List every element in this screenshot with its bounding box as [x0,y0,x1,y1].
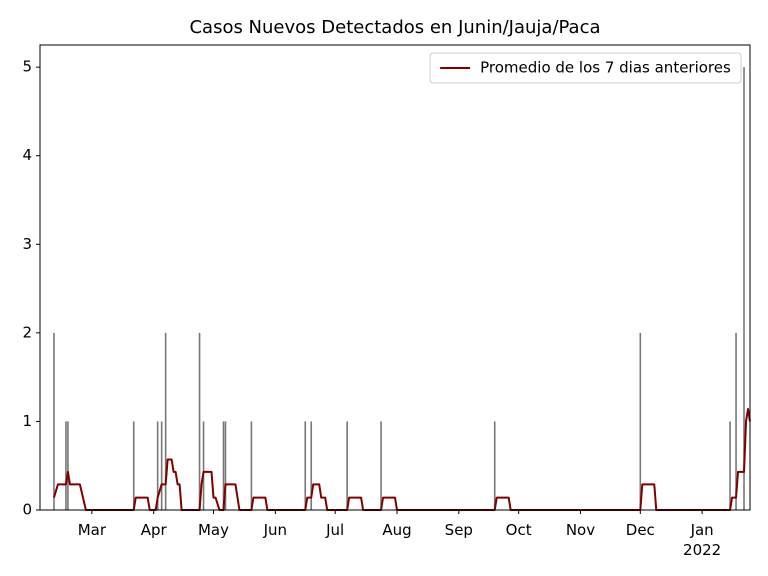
y-tick-label: 5 [22,58,32,76]
x-tick-label: Aug [382,521,412,539]
bar [346,421,348,510]
legend-label: Promedio de los 7 dias anteriores [480,59,731,77]
bar [160,421,163,510]
x-tick-label: Jan 2022 [683,521,722,559]
bar [729,421,731,510]
y-tick-label: 0 [22,501,32,519]
y-tick-label: 2 [22,323,32,341]
x-tick-label: Jul [326,521,345,539]
bar [310,421,313,510]
bar [493,421,496,510]
x-tick-label: Sep [444,521,473,539]
x-tick-label: Dec [625,521,655,539]
legend-box [429,52,742,84]
bar [639,332,642,510]
x-tick-label: Oct [505,521,532,539]
y-tick-label: 1 [22,412,32,430]
bar [735,332,737,510]
bar [222,421,225,510]
bar [67,421,69,510]
bar [224,421,227,510]
axes-frame [39,44,751,511]
bar [132,421,135,510]
x-tick-label: Apr [140,521,167,539]
x-tick-label: Jun [263,521,288,539]
bar [156,421,159,510]
legend: Promedio de los 7 dias anteriores [429,52,742,84]
bar [65,421,67,510]
x-tick-label: Nov [565,521,596,539]
bar [304,421,307,510]
y-tick-label: 3 [22,235,32,253]
chart-title: Casos Nuevos Detectados en Junin/Jauja/P… [189,17,600,38]
bar [743,67,745,511]
bar [53,332,55,510]
x-tick-label: Mar [77,521,106,539]
bar [198,332,201,510]
x-tick-label: May [197,521,229,539]
bar [380,421,382,510]
bar [164,332,167,510]
bar [202,421,205,510]
y-tick-label: 4 [22,146,32,164]
bar [250,421,253,510]
